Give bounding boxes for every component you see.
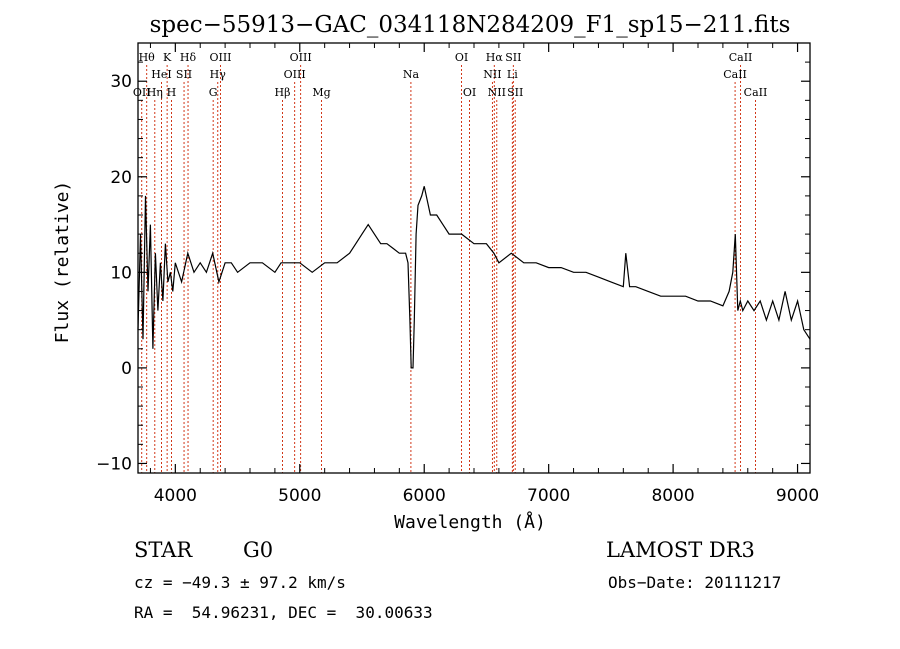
line-marker-label: Li [507, 68, 518, 81]
x-tick-label: 8000 [651, 486, 694, 506]
line-marker-label: NII [483, 68, 501, 81]
line-marker-label: CaII [729, 51, 753, 64]
line-marker-label: SII [505, 51, 521, 64]
line-marker-label: H [167, 86, 177, 99]
survey-label: LAMOST DR3 [606, 538, 755, 562]
x-tick-label: 7000 [527, 486, 570, 506]
line-marker-label: NII [488, 86, 506, 99]
y-axis-label: Flux (relative) [52, 181, 73, 344]
line-marker-label: OIII [209, 51, 231, 64]
x-tick-label: 9000 [776, 486, 819, 506]
x-axis-label: Wavelength (Å) [394, 511, 546, 533]
obs-date-text: Obs−Date: 20111217 [608, 573, 782, 592]
line-marker-label: Hθ [139, 51, 156, 64]
line-marker-label: OIII [290, 51, 312, 64]
line-marker-label: OIII [284, 68, 306, 81]
y-tick-label: 30 [110, 72, 132, 92]
spectrum-series-line [137, 186, 811, 369]
line-marker-label: OII [133, 86, 151, 99]
plot-frame [137, 42, 811, 474]
chart-title: spec−55913−GAC_034118N284209_F1_sp15−211… [150, 12, 791, 38]
x-tick-label: 5000 [278, 486, 321, 506]
line-marker-label: SII [507, 86, 523, 99]
line-marker-label: Na [403, 68, 420, 81]
redshift-text: cz = −49.3 ± 97.2 km/s [134, 573, 346, 592]
line-marker-label: SII [176, 68, 192, 81]
line-marker-label: CaII [744, 86, 768, 99]
spectrum-chart: spec−55913−GAC_034118N284209_F1_sp15−211… [52, 12, 819, 533]
spectral-line-markers [141, 65, 756, 473]
object-class-label: STAR [134, 538, 193, 562]
y-axis-ticks: −10 0 10 20 30 [96, 61, 810, 474]
line-marker-label: CaII [723, 68, 747, 81]
line-marker-label: Hη [147, 86, 163, 99]
line-marker-label: HeI [151, 68, 171, 81]
line-marker-label: G [209, 86, 218, 99]
line-marker-label: K [163, 51, 172, 64]
object-subclass-label: G0 [243, 538, 274, 562]
x-tick-label: 6000 [403, 486, 446, 506]
line-marker-label: Mg [312, 86, 330, 99]
line-marker-label: Hδ [180, 51, 197, 64]
line-marker-label: Hα [486, 51, 504, 64]
x-tick-label: 4000 [154, 486, 197, 506]
line-marker-label: Hγ [210, 68, 227, 81]
y-tick-label: 10 [110, 263, 132, 283]
spectral-line-labels: OII Hθ Hη HeI K H SII Hδ G Hγ OIII Hβ OIII OIII Mg Na OI… [133, 51, 767, 99]
y-tick-label: 20 [110, 168, 132, 188]
x-axis-ticks: 4000 5000 6000 7000 8000 9000 [149, 43, 819, 506]
line-marker-label: OI [463, 86, 476, 99]
line-marker-label: OI [455, 51, 468, 64]
line-marker-label: Hβ [275, 86, 291, 99]
coordinates-text: RA = 54.96231, DEC = 30.00633 [134, 603, 433, 622]
y-tick-label: 0 [121, 359, 132, 379]
y-tick-label: −10 [96, 454, 132, 474]
